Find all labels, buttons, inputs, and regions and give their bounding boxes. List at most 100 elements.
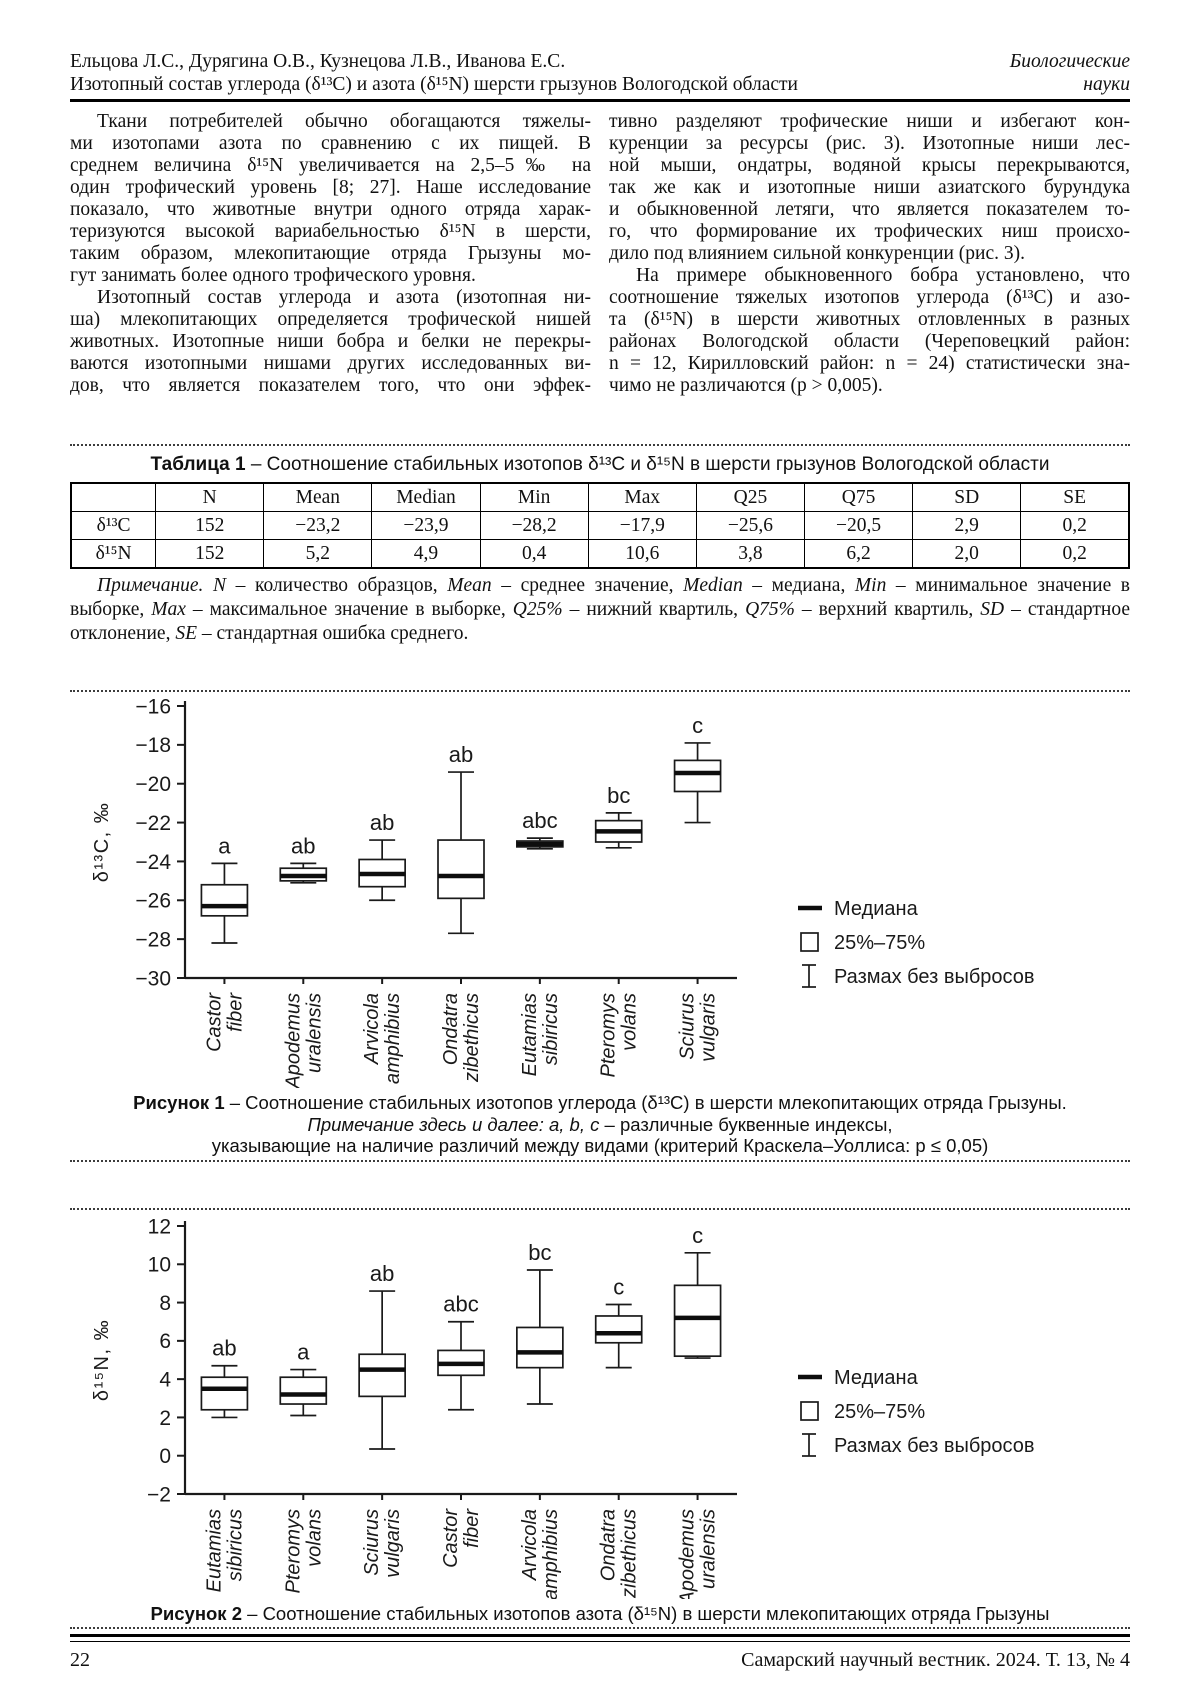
text-line: ной мыши, ондатры, водяной крысы перекры… bbox=[609, 155, 1130, 176]
text-line: теризуются высокой вариабельностью δ¹⁵N … bbox=[70, 221, 591, 242]
legend-median-label: Медиана bbox=[834, 898, 919, 920]
y-tick-label: −22 bbox=[135, 812, 171, 835]
table-row: δ¹³C 152 −23,2 −23,9 −28,2 −17,9 −25,6 −20,5 2,9… bbox=[70, 511, 1130, 540]
dashed-separator bbox=[70, 690, 1130, 692]
box-group-6: c Apodemus uralensis bbox=[673, 1222, 722, 1599]
table-cell: −17,9 bbox=[587, 511, 697, 540]
table-header-cell: Q75 bbox=[803, 482, 914, 512]
text-run: Рисунок 1 bbox=[133, 1092, 225, 1113]
text-line: го, что формирование их трофических ниш … bbox=[609, 221, 1130, 242]
text-line: На примере обыкновенного бобра установле… bbox=[636, 265, 1130, 286]
box-group-3: abc Castor fiber bbox=[437, 1291, 485, 1567]
table-cell: 0,2 bbox=[1020, 511, 1130, 540]
species-label: Castor bbox=[203, 992, 225, 1052]
text-line: таким образом, млекопитающие отряда Грыз… bbox=[70, 243, 591, 264]
species-label: volans bbox=[303, 1509, 325, 1567]
figure1-note-line2: указывающие на наличие различий между ви… bbox=[211, 1135, 989, 1156]
text-line: куренции за ресурсы (рис. 3). Изотопные … bbox=[609, 133, 1130, 154]
text-line: так же как и изотопные ниши азиатского б… bbox=[609, 177, 1130, 198]
text-line: тивно разделяют трофические ниши и избег… bbox=[609, 111, 1130, 132]
text-run: – стандартная ошибка среднего. bbox=[197, 623, 469, 644]
text-column-right: тивно разделяют трофические ниши и избег… bbox=[609, 111, 1130, 397]
species-label: vulgaris bbox=[382, 1509, 404, 1578]
text-run: – стандартное отклонение, bbox=[70, 599, 1131, 644]
table-note: Примечание. N – количество образцов, Mea… bbox=[70, 574, 1130, 646]
box-group-3: ab Ondatra zibethicus bbox=[437, 742, 485, 1083]
text-run: Q25% bbox=[512, 599, 563, 620]
y-tick-label: 4 bbox=[159, 1368, 171, 1391]
text-line: один трофический уровень [8; 27]. Наше и… bbox=[70, 177, 591, 198]
significance-letter: ab bbox=[212, 1335, 236, 1360]
text-run bbox=[203, 575, 213, 596]
species-label: zibethicus bbox=[461, 993, 483, 1083]
text-line: дило под влиянием сильной конкуренции (р… bbox=[609, 243, 1026, 264]
page-content: Ельцова Л.С., Дурягина О.В., Кузнецова Л… bbox=[70, 0, 1130, 1672]
y-tick-label: 6 bbox=[159, 1330, 171, 1353]
text-run: Примечание. bbox=[97, 575, 204, 596]
y-tick-label: −26 bbox=[135, 890, 171, 913]
text-line: та (δ¹⁵N) в шерсти животных отловленных … bbox=[609, 309, 1130, 330]
text-line: гут занимать более одного трофического у… bbox=[70, 265, 476, 286]
significance-letter: ab bbox=[291, 833, 315, 858]
y-tick-label: 12 bbox=[148, 1217, 171, 1238]
text-line: среднем величина δ¹⁵N увеличивается на 2… bbox=[70, 155, 591, 176]
table-header-cell: SD bbox=[912, 482, 1022, 512]
significance-letter: ab bbox=[370, 810, 394, 835]
species-label: sibiricus bbox=[224, 1509, 246, 1581]
text-line: районах Вологодской области (Череповецки… bbox=[609, 331, 1130, 352]
significance-letter: abc bbox=[522, 808, 557, 833]
significance-letter: c bbox=[613, 1274, 624, 1299]
significance-letter: ab bbox=[370, 1261, 394, 1286]
text-line: ша) млекопитающих определяется трофическ… bbox=[70, 309, 591, 330]
dashed-separator bbox=[70, 444, 1130, 446]
box-group-0: ab Eutamias sibiricus bbox=[200, 1335, 249, 1592]
species-label: Ondatra bbox=[598, 1509, 620, 1581]
page-header: Ельцова Л.С., Дурягина О.В., Кузнецова Л… bbox=[70, 0, 1130, 102]
box-group-2: ab Sciurus vulgaris bbox=[358, 1261, 406, 1578]
text-line: Ткани потребителей обычно обогащаются тя… bbox=[97, 111, 591, 132]
y-tick-label: 0 bbox=[159, 1445, 171, 1468]
dashed-separator bbox=[70, 1207, 1130, 1210]
text-line: Изотопный состав углерода и азота (изото… bbox=[97, 287, 591, 308]
species-label: uralensis bbox=[303, 993, 325, 1073]
header-article-title: Изотопный состав углерода (δ¹³C) и азота… bbox=[70, 74, 798, 95]
iqr-box bbox=[437, 839, 485, 900]
header-row-2: Изотопный состав углерода (δ¹³C) и азота… bbox=[70, 73, 1130, 96]
table-cell: 6,2 bbox=[803, 539, 914, 569]
y-tick-label: 8 bbox=[159, 1291, 171, 1314]
iqr-box bbox=[279, 1375, 328, 1405]
text-run: – Соотношение стабильных изотопов азота … bbox=[242, 1602, 1050, 1624]
figure2-boxplot-svg: 12 10 8 6 4 2 0 −2 δ¹⁵N, ‰ ab Eutamias sibiricus a Pt… bbox=[91, 1217, 1035, 1599]
species-label: sibiricus bbox=[540, 993, 562, 1065]
table-cell: 0,2 bbox=[1020, 539, 1130, 569]
journal-name: Самарский научный вестник. 2024. Т. 13, … bbox=[741, 1649, 1130, 1671]
table-cell: −23,9 bbox=[371, 511, 481, 540]
table-cell: 5,2 bbox=[263, 539, 373, 569]
dashed-separator bbox=[70, 1159, 1130, 1162]
table-cell: 2,9 bbox=[912, 511, 1022, 540]
species-label: Ondatra bbox=[440, 993, 462, 1065]
text-run: Рисунок 2 bbox=[150, 1602, 242, 1624]
footer-double-rule bbox=[70, 1634, 1130, 1642]
text-run: – медиана, bbox=[742, 575, 855, 596]
table-cell: 3,8 bbox=[695, 539, 805, 569]
y-tick-label: −20 bbox=[135, 773, 171, 796]
table-header-cell: Median bbox=[371, 482, 481, 512]
legend-box-glyph bbox=[800, 1400, 819, 1421]
iqr-box bbox=[358, 1352, 406, 1397]
text-run: – нижний квартиль, bbox=[562, 599, 746, 620]
figure2-caption: Рисунок 2 – Соотношение стабильных изото… bbox=[70, 1603, 1130, 1625]
table-header-cell: Mean bbox=[263, 482, 373, 512]
species-label: zibethicus bbox=[619, 1509, 641, 1599]
significance-letter: bc bbox=[528, 1240, 551, 1265]
species-label: volans bbox=[619, 993, 641, 1051]
significance-letter: ab bbox=[449, 742, 473, 767]
text-column-left: Ткани потребителей обычно обогащаются тя… bbox=[70, 111, 591, 397]
iqr-box bbox=[673, 1283, 722, 1357]
significance-letter: c bbox=[692, 713, 703, 738]
table-cell: 0,4 bbox=[479, 539, 589, 569]
box-group-4: abc Eutamias sibiricus bbox=[516, 808, 564, 1076]
text-line: n = 12, Кирилловский район: n = 24) стат… bbox=[609, 353, 1130, 374]
stats-table-body: N Mean Median Min Max Q25 Q75 SD SE δ¹³C 152 −23,2−… bbox=[70, 482, 1130, 569]
